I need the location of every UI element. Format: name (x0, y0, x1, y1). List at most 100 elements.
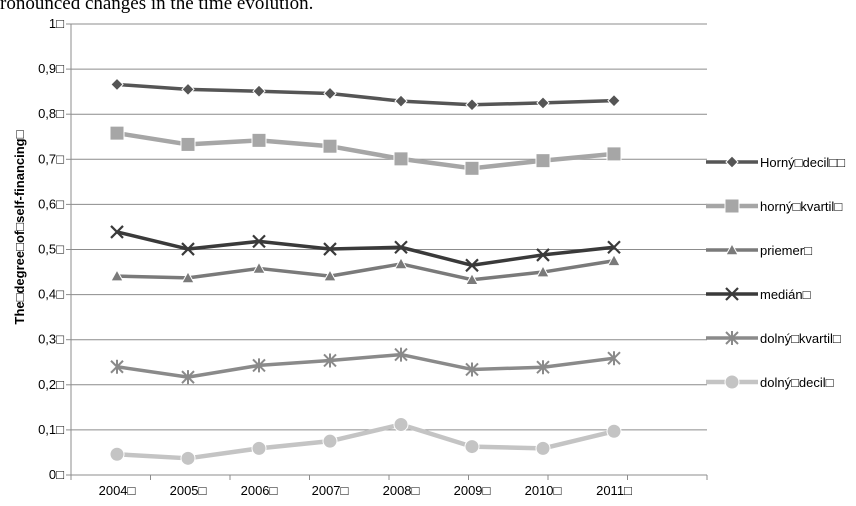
marker-shape (607, 93, 621, 108)
x-tick-label: 2011□ (596, 483, 632, 498)
data-point (110, 359, 124, 374)
marker-shape (725, 155, 739, 169)
data-point (181, 270, 195, 284)
marker-shape (180, 136, 196, 152)
legend-item: dolný□decil□ (706, 374, 834, 390)
series-group (109, 77, 622, 466)
y-tick-label: 0,4□ (38, 287, 64, 302)
data-point (109, 446, 125, 462)
legend-label: dolný□kvartil□ (760, 331, 841, 346)
data-point (535, 153, 551, 169)
marker-shape (251, 132, 267, 148)
data-point (607, 253, 621, 267)
marker-shape (109, 446, 125, 462)
y-tick-label: 0,6□ (38, 196, 64, 211)
data-point (394, 256, 408, 270)
data-point (323, 242, 337, 256)
marker-shape (323, 269, 337, 282)
data-point (252, 234, 266, 249)
data-point (464, 160, 480, 176)
data-point (536, 360, 550, 375)
y-tick-label: 0,2□ (38, 377, 64, 392)
header-text: ronounced changes in the time evolution. (0, 0, 314, 14)
marker-shape (465, 258, 479, 273)
series-line (116, 130, 615, 171)
marker-shape (252, 261, 266, 274)
marker-shape (181, 370, 195, 385)
series-1 (110, 77, 621, 112)
data-point (181, 242, 195, 256)
data-point (110, 77, 124, 92)
marker-shape (535, 153, 551, 169)
x-tick-label: 2009□ (454, 483, 491, 498)
data-point (464, 439, 480, 455)
marker-shape (725, 242, 739, 256)
marker-shape (535, 440, 551, 456)
y-tick-label: 1□ (49, 16, 64, 31)
marker-shape (536, 360, 550, 375)
legend-label: dolný□decil□ (760, 375, 834, 390)
marker-shape (606, 423, 622, 439)
legend-marker (725, 155, 739, 169)
marker-shape (725, 331, 739, 345)
data-point (536, 248, 550, 262)
marker-shape (181, 270, 195, 284)
x-tick-label: 2007□ (312, 483, 349, 498)
marker-shape (394, 347, 408, 362)
marker-shape (323, 86, 337, 101)
data-point (323, 86, 337, 101)
data-point (180, 450, 196, 466)
data-point (110, 269, 124, 282)
series-line (116, 259, 615, 282)
marker-shape (536, 265, 550, 278)
data-point (607, 93, 621, 108)
data-point (181, 370, 195, 385)
legend-item: priemer□ (706, 242, 812, 258)
y-tick-label: 0,8□ (38, 106, 64, 121)
marker-shape (724, 198, 740, 214)
legend-item: Horný□decil□□ (706, 155, 845, 170)
data-point (109, 125, 125, 141)
marker-shape (724, 374, 740, 390)
data-point (607, 351, 621, 366)
marker-shape (606, 146, 622, 162)
marker-shape (607, 253, 621, 267)
marker-shape (252, 234, 266, 249)
marker-shape (607, 240, 621, 255)
series-3 (110, 253, 621, 286)
marker-shape (251, 440, 267, 456)
marker-shape (252, 84, 266, 98)
x-tick-label: 2005□ (170, 483, 207, 498)
x-tick-label: 2006□ (241, 483, 278, 498)
y-tick-label: 0,9□ (38, 61, 64, 76)
data-point (323, 269, 337, 282)
data-point (181, 82, 195, 97)
legend: Horný□decil□□ horný□kvartil□ priemer□ mediá… (706, 155, 845, 390)
data-point (393, 416, 409, 432)
x-tick-label: 2004□ (99, 483, 136, 498)
y-tick-labels: 0□ 0,1□ 0,2□ 0,3□ 0,4□ 0,5□ 0,6□ 0,7□ 0,8□ 0,9□ 1□ (38, 16, 64, 482)
y-tick-label: 0,3□ (38, 332, 64, 347)
y-tick-label: 0□ (49, 467, 64, 482)
series-6 (109, 416, 622, 466)
marker-shape (536, 248, 550, 262)
series-line (116, 352, 615, 379)
data-point (322, 138, 338, 154)
data-point (394, 94, 408, 108)
data-point (322, 433, 338, 449)
data-point (394, 347, 408, 362)
marker-shape (464, 160, 480, 176)
data-point (110, 225, 124, 239)
y-axis-label: The□degree□of□self-financing□ (12, 130, 27, 324)
data-point (251, 132, 267, 148)
legend-label: Horný□decil□□ (760, 155, 845, 170)
marker-shape (464, 439, 480, 455)
marker-shape (465, 272, 479, 286)
x-tick-label: 2010□ (525, 483, 562, 498)
marker-shape (322, 433, 338, 449)
marker-shape (465, 362, 479, 377)
x-tick-labels: 2004□ 2005□ 2006□ 2007□ 2008□ 2009□ 2010□ 2011□ (99, 483, 632, 498)
series-line (116, 230, 615, 268)
marker-shape (393, 416, 409, 432)
